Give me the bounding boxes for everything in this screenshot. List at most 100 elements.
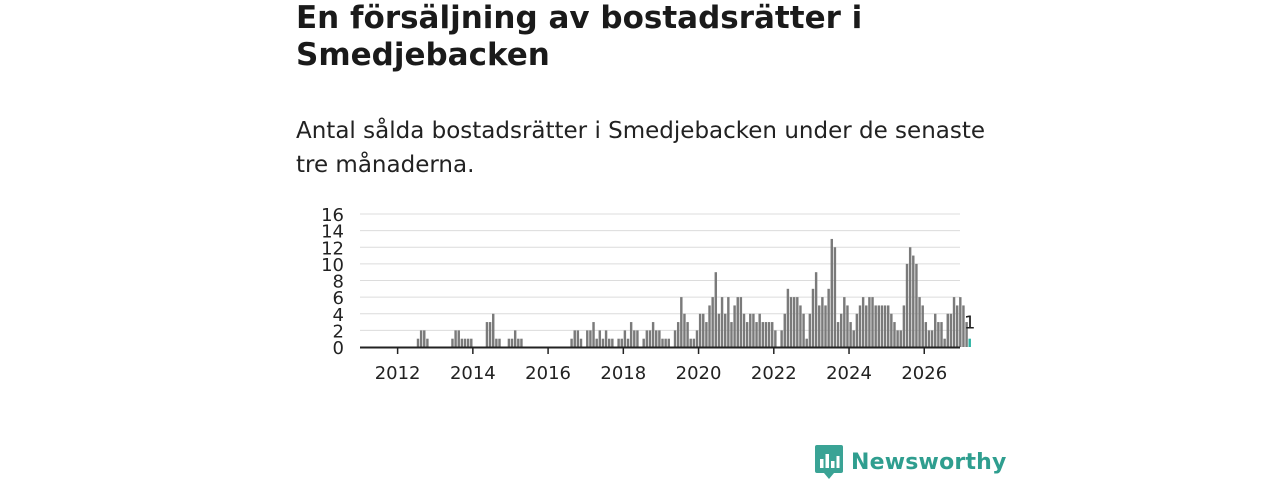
x-tick-label: 2026 (901, 363, 947, 384)
bar (774, 330, 777, 348)
bar (821, 297, 824, 348)
bar (664, 338, 667, 347)
bar (955, 305, 959, 347)
bar (871, 297, 874, 348)
bar (720, 297, 724, 348)
bar (808, 313, 812, 347)
y-tick-label: 0 (333, 338, 344, 359)
bar (902, 305, 906, 347)
bar (934, 313, 937, 347)
bar (940, 322, 943, 347)
bar (896, 330, 899, 348)
bar (736, 297, 739, 348)
bar (463, 338, 467, 347)
bar (633, 330, 636, 348)
bar (771, 322, 774, 347)
bar (877, 305, 881, 347)
bar (843, 297, 846, 348)
bar (466, 338, 470, 347)
bar (717, 313, 721, 347)
bar (905, 263, 909, 348)
bar (579, 338, 583, 347)
bar (608, 338, 611, 347)
bar (636, 330, 639, 348)
bar (824, 305, 827, 347)
bar (617, 338, 620, 347)
bar (705, 322, 708, 347)
bar (676, 322, 680, 347)
x-tick-label: 2018 (600, 363, 646, 384)
bar (658, 330, 661, 348)
bar (510, 338, 514, 347)
bar (604, 330, 608, 348)
bar (642, 338, 645, 347)
bar (645, 330, 649, 348)
bar (451, 338, 454, 347)
bar (419, 330, 423, 348)
bar (651, 322, 655, 347)
y-tick-label: 14 (321, 222, 344, 243)
bar (589, 330, 592, 348)
bar (485, 322, 489, 347)
bar (460, 338, 464, 347)
bar (818, 305, 821, 347)
bar (952, 297, 956, 348)
bar (890, 313, 893, 347)
bar (899, 330, 902, 348)
bar (702, 313, 705, 347)
bar (830, 238, 833, 347)
bar (786, 288, 790, 347)
bar (723, 313, 727, 347)
bar (733, 305, 736, 347)
bar (423, 330, 426, 348)
bar (874, 305, 877, 347)
bar (488, 322, 492, 347)
chart-title: En försäljning av bostadsrätter i Smedje… (296, 0, 863, 73)
bar (745, 322, 749, 347)
bar (626, 338, 630, 347)
x-tick-label: 2016 (525, 363, 571, 384)
y-tick-label: 12 (321, 238, 344, 259)
y-tick-label: 8 (333, 272, 344, 293)
bar (965, 322, 968, 347)
bar (811, 288, 815, 347)
bar (517, 338, 520, 347)
y-tick-label: 16 (321, 205, 344, 226)
y-tick-label: 4 (333, 305, 344, 326)
bar (918, 297, 921, 348)
bar (595, 338, 598, 347)
bar (495, 338, 498, 347)
bar (648, 330, 652, 348)
bar (749, 313, 752, 347)
x-tick-label: 2020 (676, 363, 722, 384)
bar (698, 313, 702, 347)
bar (924, 322, 928, 347)
bar (611, 338, 614, 347)
bar (802, 313, 805, 347)
bar (416, 338, 420, 347)
bar (727, 297, 730, 348)
bar (827, 288, 830, 347)
bar (915, 263, 918, 348)
bar (949, 313, 953, 347)
bar (573, 330, 576, 348)
bar (849, 322, 852, 347)
newsworthy-logo-icon (815, 445, 843, 479)
bar (780, 330, 783, 348)
bar (836, 322, 840, 347)
bar (730, 322, 733, 347)
x-tick-label: 2012 (375, 363, 421, 384)
bars (416, 238, 971, 348)
bar (680, 297, 683, 348)
bar (620, 338, 623, 347)
bar (673, 330, 677, 348)
bar (711, 297, 714, 348)
bar (861, 297, 865, 348)
x-axis-labels: 2012 2014 2016 2018 2020 2022 2024 2026 (375, 347, 947, 384)
bar-highlight (968, 338, 971, 347)
bar (520, 338, 523, 347)
bar (930, 330, 934, 348)
bar (814, 272, 818, 347)
